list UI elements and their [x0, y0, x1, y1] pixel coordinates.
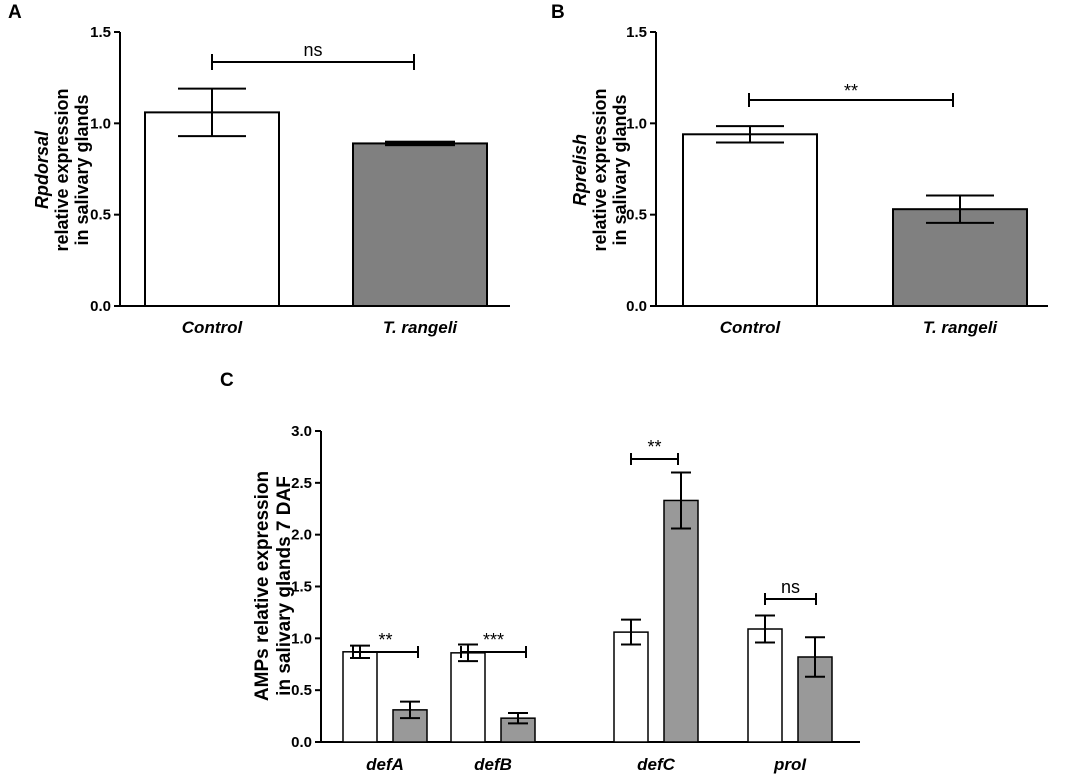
panel-a-label: A: [8, 2, 22, 23]
panel-c-bar-defc-control: [613, 631, 649, 743]
panel-a-x-label: Control: [182, 318, 244, 337]
panel-a-significance-label: ns: [303, 40, 322, 60]
panel-c-bar-defc-t-rangeli: [663, 499, 699, 743]
panel-c-ytick-label: 3.0: [291, 423, 312, 440]
panel-c-bar-proi-control: [747, 628, 783, 743]
panel-c-y-axis-line: AMPs relative expression: [252, 471, 273, 701]
panel-c-chart: C 0.0 0.5 1.0 1.5 2.0 2.5 3.0 defA ** defB *** defC *…: [220, 370, 860, 774]
panel-b-label: B: [551, 2, 565, 23]
panel-c-label: C: [220, 370, 234, 391]
panel-a-ytick-label: 1.0: [90, 115, 111, 132]
panel-c-ytick-label: 0.5: [291, 682, 312, 699]
panel-a-y-axis-title: Rpdorsalrelative expressionin salivary g…: [32, 88, 92, 251]
panel-c-ytick-label: 0.0: [291, 734, 312, 751]
panel-a-y-axis-line: in salivary glands: [72, 94, 92, 245]
panel-b-chart: B 0.0 0.5 1.0 1.5 Control T. rangeli ** Rprelish…: [551, 2, 1048, 337]
panel-a-y-axis-line: relative expression: [52, 88, 72, 251]
panel-b-x-label: Control: [720, 318, 782, 337]
panel-c-x-label: defC: [637, 755, 676, 774]
panel-a-x-label: T. rangeli: [383, 318, 459, 337]
panel-b-ytick-label: 1.5: [626, 24, 647, 41]
panel-b-ytick-label: 0.5: [626, 207, 647, 224]
panel-b-y-axis-gene: Rprelish: [570, 134, 590, 206]
panel-b-significance-label: **: [844, 81, 858, 101]
panel-a-bar-control: [144, 111, 280, 307]
panel-c-ytick-label: 1.5: [291, 579, 312, 596]
panel-b-bar-control: [682, 133, 818, 307]
panel-a-ytick-label: 1.5: [90, 24, 111, 41]
panel-a-bar-t-rangeli: [352, 142, 488, 307]
panel-b-y-axis-line: in salivary glands: [610, 94, 630, 245]
panel-c-y-axis-title: AMPs relative expressionin salivary glan…: [252, 471, 295, 701]
panel-c-bar-defb-control: [450, 652, 486, 743]
panel-b-bar-t-rangeli: [892, 208, 1028, 307]
panel-c-y-axis-line: in salivary glands 7 DAF: [274, 476, 295, 696]
panel-c-x-label: defB: [474, 755, 512, 774]
panel-c-ytick-label: 2.0: [291, 527, 312, 544]
panel-c-defb-significance-label: ***: [483, 630, 504, 650]
panel-c-ytick-label: 2.5: [291, 475, 312, 492]
panel-b-y-axis-line: relative expression: [590, 88, 610, 251]
panel-c-defa-significance-label: **: [378, 630, 392, 650]
panel-b-x-label: T. rangeli: [923, 318, 999, 337]
panel-c-proi-significance-label: ns: [781, 577, 800, 597]
panel-c-ytick-label: 1.0: [291, 630, 312, 647]
panel-a-errorbar: [385, 140, 455, 147]
panel-c-x-label: defA: [366, 755, 404, 774]
panel-b-ytick-label: 1.0: [626, 115, 647, 132]
panel-c-defc-significance-label: **: [647, 437, 661, 457]
panel-a-ytick-label: 0.0: [90, 298, 111, 315]
panel-a-ytick-label: 0.5: [90, 207, 111, 224]
panel-a-chart: A 0.0 0.5 1.0 1.5 Control T. rangeli ns Rpdorsal…: [8, 2, 510, 337]
panel-a-y-axis-gene: Rpdorsal: [32, 130, 52, 209]
panel-c-bar-defa-control: [342, 651, 378, 743]
panel-c-x-label: proI: [773, 755, 807, 774]
panel-b-y-axis-title: Rprelishrelative expressionin salivary g…: [570, 88, 630, 251]
panel-b-ytick-label: 0.0: [626, 298, 647, 315]
